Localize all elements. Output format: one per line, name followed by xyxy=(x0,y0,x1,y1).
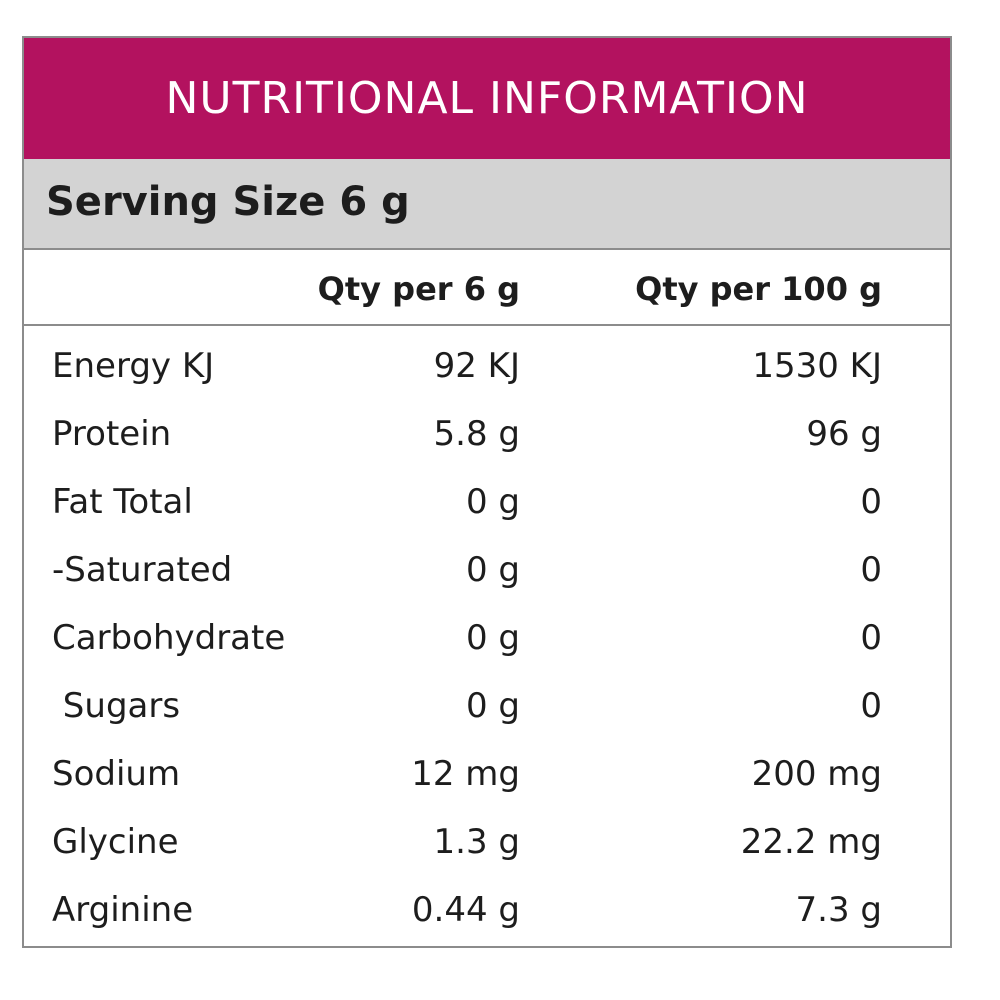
qty-per-serving: 0 g xyxy=(465,550,520,590)
nutrient-name: Glycine xyxy=(52,822,179,862)
qty-per-100g: 0 xyxy=(860,618,882,658)
qty-per-100g: 1530 KJ xyxy=(752,346,882,386)
qty-per-100g: 96 g xyxy=(806,414,882,454)
nutrient-name: Arginine xyxy=(52,890,194,930)
qty-per-serving: 0 g xyxy=(465,618,520,658)
nutrition-rows: Energy KJ 92 KJ 1530 KJ Protein 5.8 g 96… xyxy=(24,336,950,948)
table-row: Glycine 1.3 g 22.2 mg xyxy=(24,812,950,880)
column-header-per-100g: Qty per 100 g xyxy=(635,270,882,308)
serving-size-bar: Serving Size 6 g xyxy=(24,159,950,250)
qty-per-serving: 0.44 g xyxy=(411,890,520,930)
table-row: Protein 5.8 g 96 g xyxy=(24,404,950,472)
qty-per-100g: 0 xyxy=(860,550,882,590)
table-row: Sugars 0 g 0 xyxy=(24,676,950,744)
qty-per-100g: 22.2 mg xyxy=(740,822,882,862)
qty-per-100g: 0 xyxy=(860,686,882,726)
nutrient-name: Protein xyxy=(52,414,172,454)
qty-per-serving: 0 g xyxy=(465,482,520,522)
qty-per-serving: 1.3 g xyxy=(433,822,520,862)
nutrient-name: Energy KJ xyxy=(52,346,215,386)
column-header-per-serving: Qty per 6 g xyxy=(317,270,520,308)
table-row: Arginine 0.44 g 7.3 g xyxy=(24,880,950,948)
panel-title: NUTRITIONAL INFORMATION xyxy=(165,73,809,124)
qty-per-serving: 0 g xyxy=(465,686,520,726)
qty-per-serving: 5.8 g xyxy=(433,414,520,454)
qty-per-100g: 7.3 g xyxy=(795,890,882,930)
table-row: Energy KJ 92 KJ 1530 KJ xyxy=(24,336,950,404)
nutrient-name: Sodium xyxy=(52,754,181,794)
qty-per-serving: 12 mg xyxy=(411,754,520,794)
nutrient-name: Fat Total xyxy=(52,482,193,522)
table-header-row: Qty per 6 g Qty per 100 g xyxy=(24,250,950,326)
table-row: Sodium 12 mg 200 mg xyxy=(24,744,950,812)
qty-per-serving: 92 KJ xyxy=(433,346,520,386)
nutrition-panel: NUTRITIONAL INFORMATION Serving Size 6 g… xyxy=(22,36,952,948)
table-row: Carbohydrate 0 g 0 xyxy=(24,608,950,676)
table-row: -Saturated 0 g 0 xyxy=(24,540,950,608)
nutrient-name: Sugars xyxy=(52,686,181,726)
serving-size-label: Serving Size 6 g xyxy=(46,179,410,225)
nutrient-name: Carbohydrate xyxy=(52,618,286,658)
qty-per-100g: 0 xyxy=(860,482,882,522)
nutrient-name: -Saturated xyxy=(52,550,233,590)
qty-per-100g: 200 mg xyxy=(751,754,882,794)
title-bar: NUTRITIONAL INFORMATION xyxy=(24,38,950,159)
table-row: Fat Total 0 g 0 xyxy=(24,472,950,540)
